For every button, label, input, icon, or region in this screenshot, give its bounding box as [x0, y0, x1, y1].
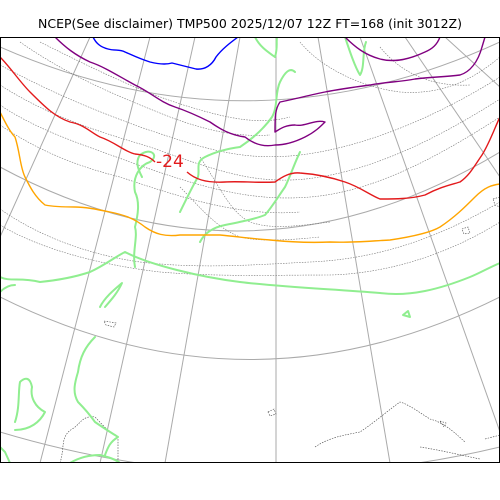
coastlines	[59, 196, 500, 463]
contour-minus24	[0, 56, 156, 163]
contour-purple-north	[344, 37, 441, 62]
contour-label: -24	[156, 152, 184, 172]
contour-minus24-east	[186, 116, 500, 200]
map-title: NCEP(See disclaimer) TMP500 2025/12/07 1…	[38, 16, 462, 31]
contour-zero	[0, 37, 500, 463]
temperature-map: -24	[0, 37, 500, 463]
contour-orange	[0, 111, 500, 244]
minor-isolines	[0, 41, 500, 276]
latitude-lines	[0, 41, 500, 463]
contour-blue	[92, 37, 239, 70]
contour-purple	[54, 37, 486, 147]
